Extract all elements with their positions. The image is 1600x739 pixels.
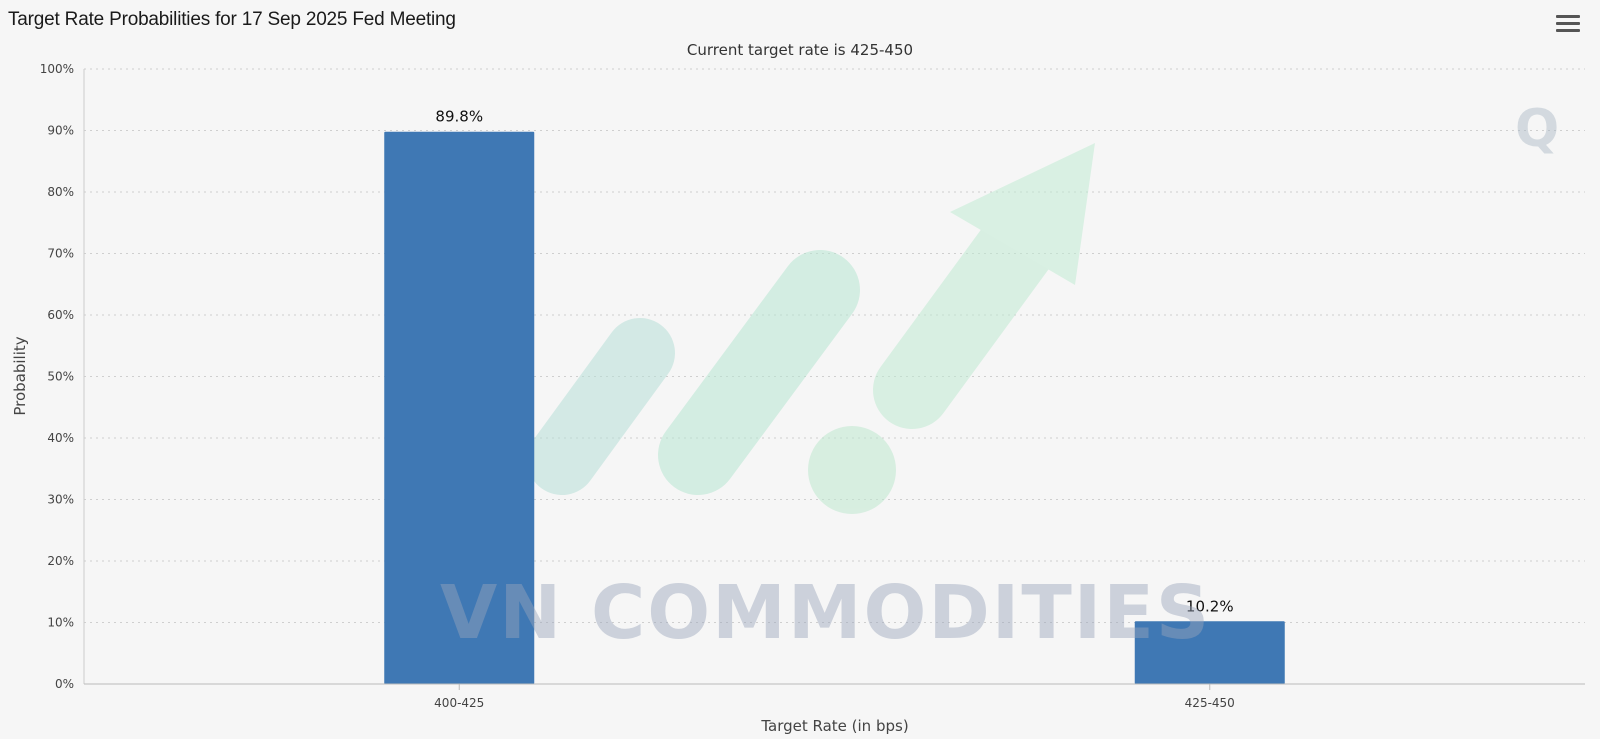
y-tick-label: 30% [47,493,74,507]
chart-subtitle: Current target rate is 425-450 [686,41,914,59]
q-logo-icon: Q [1515,99,1559,159]
bar-400-425[interactable] [384,131,535,685]
svg-text:Q: Q [1515,99,1559,159]
y-axis-title: Probability [11,336,29,415]
data-label: 89.8% [435,108,483,126]
gridlines [84,68,1585,623]
x-axis-title: Target Rate (in bps) [760,717,908,735]
y-tick-label: 60% [47,308,74,322]
y-tick-label: 0% [55,677,74,691]
y-tick-label: 80% [47,185,74,199]
y-tick-label: 70% [47,247,74,261]
x-tick-label: 400-425 [434,696,484,710]
y-tick-label: 20% [47,554,74,568]
data-labels: 89.8% 10.2% [435,108,1233,616]
bars [384,131,1285,685]
y-tick-label: 90% [47,124,74,138]
y-tick-label: 50% [47,370,74,384]
x-tick-label: 425-450 [1185,696,1235,710]
axes: 0% 10% 20% 30% 40% 50% 60% 70% 80% 90% 100% 400-425… [40,62,1585,710]
watermark-text: VN COMMODITIES [440,570,1211,656]
y-tick-label: 10% [47,616,74,630]
hamburger-menu-icon[interactable] [1556,15,1580,35]
data-label: 10.2% [1186,597,1234,615]
y-tick-label: 100% [40,62,74,76]
bar-425-450[interactable] [1134,621,1285,684]
y-tick-label: 40% [47,431,74,445]
chart-title: Target Rate Probabilities for 17 Sep 202… [8,9,456,30]
watermark-logo [527,143,1095,514]
